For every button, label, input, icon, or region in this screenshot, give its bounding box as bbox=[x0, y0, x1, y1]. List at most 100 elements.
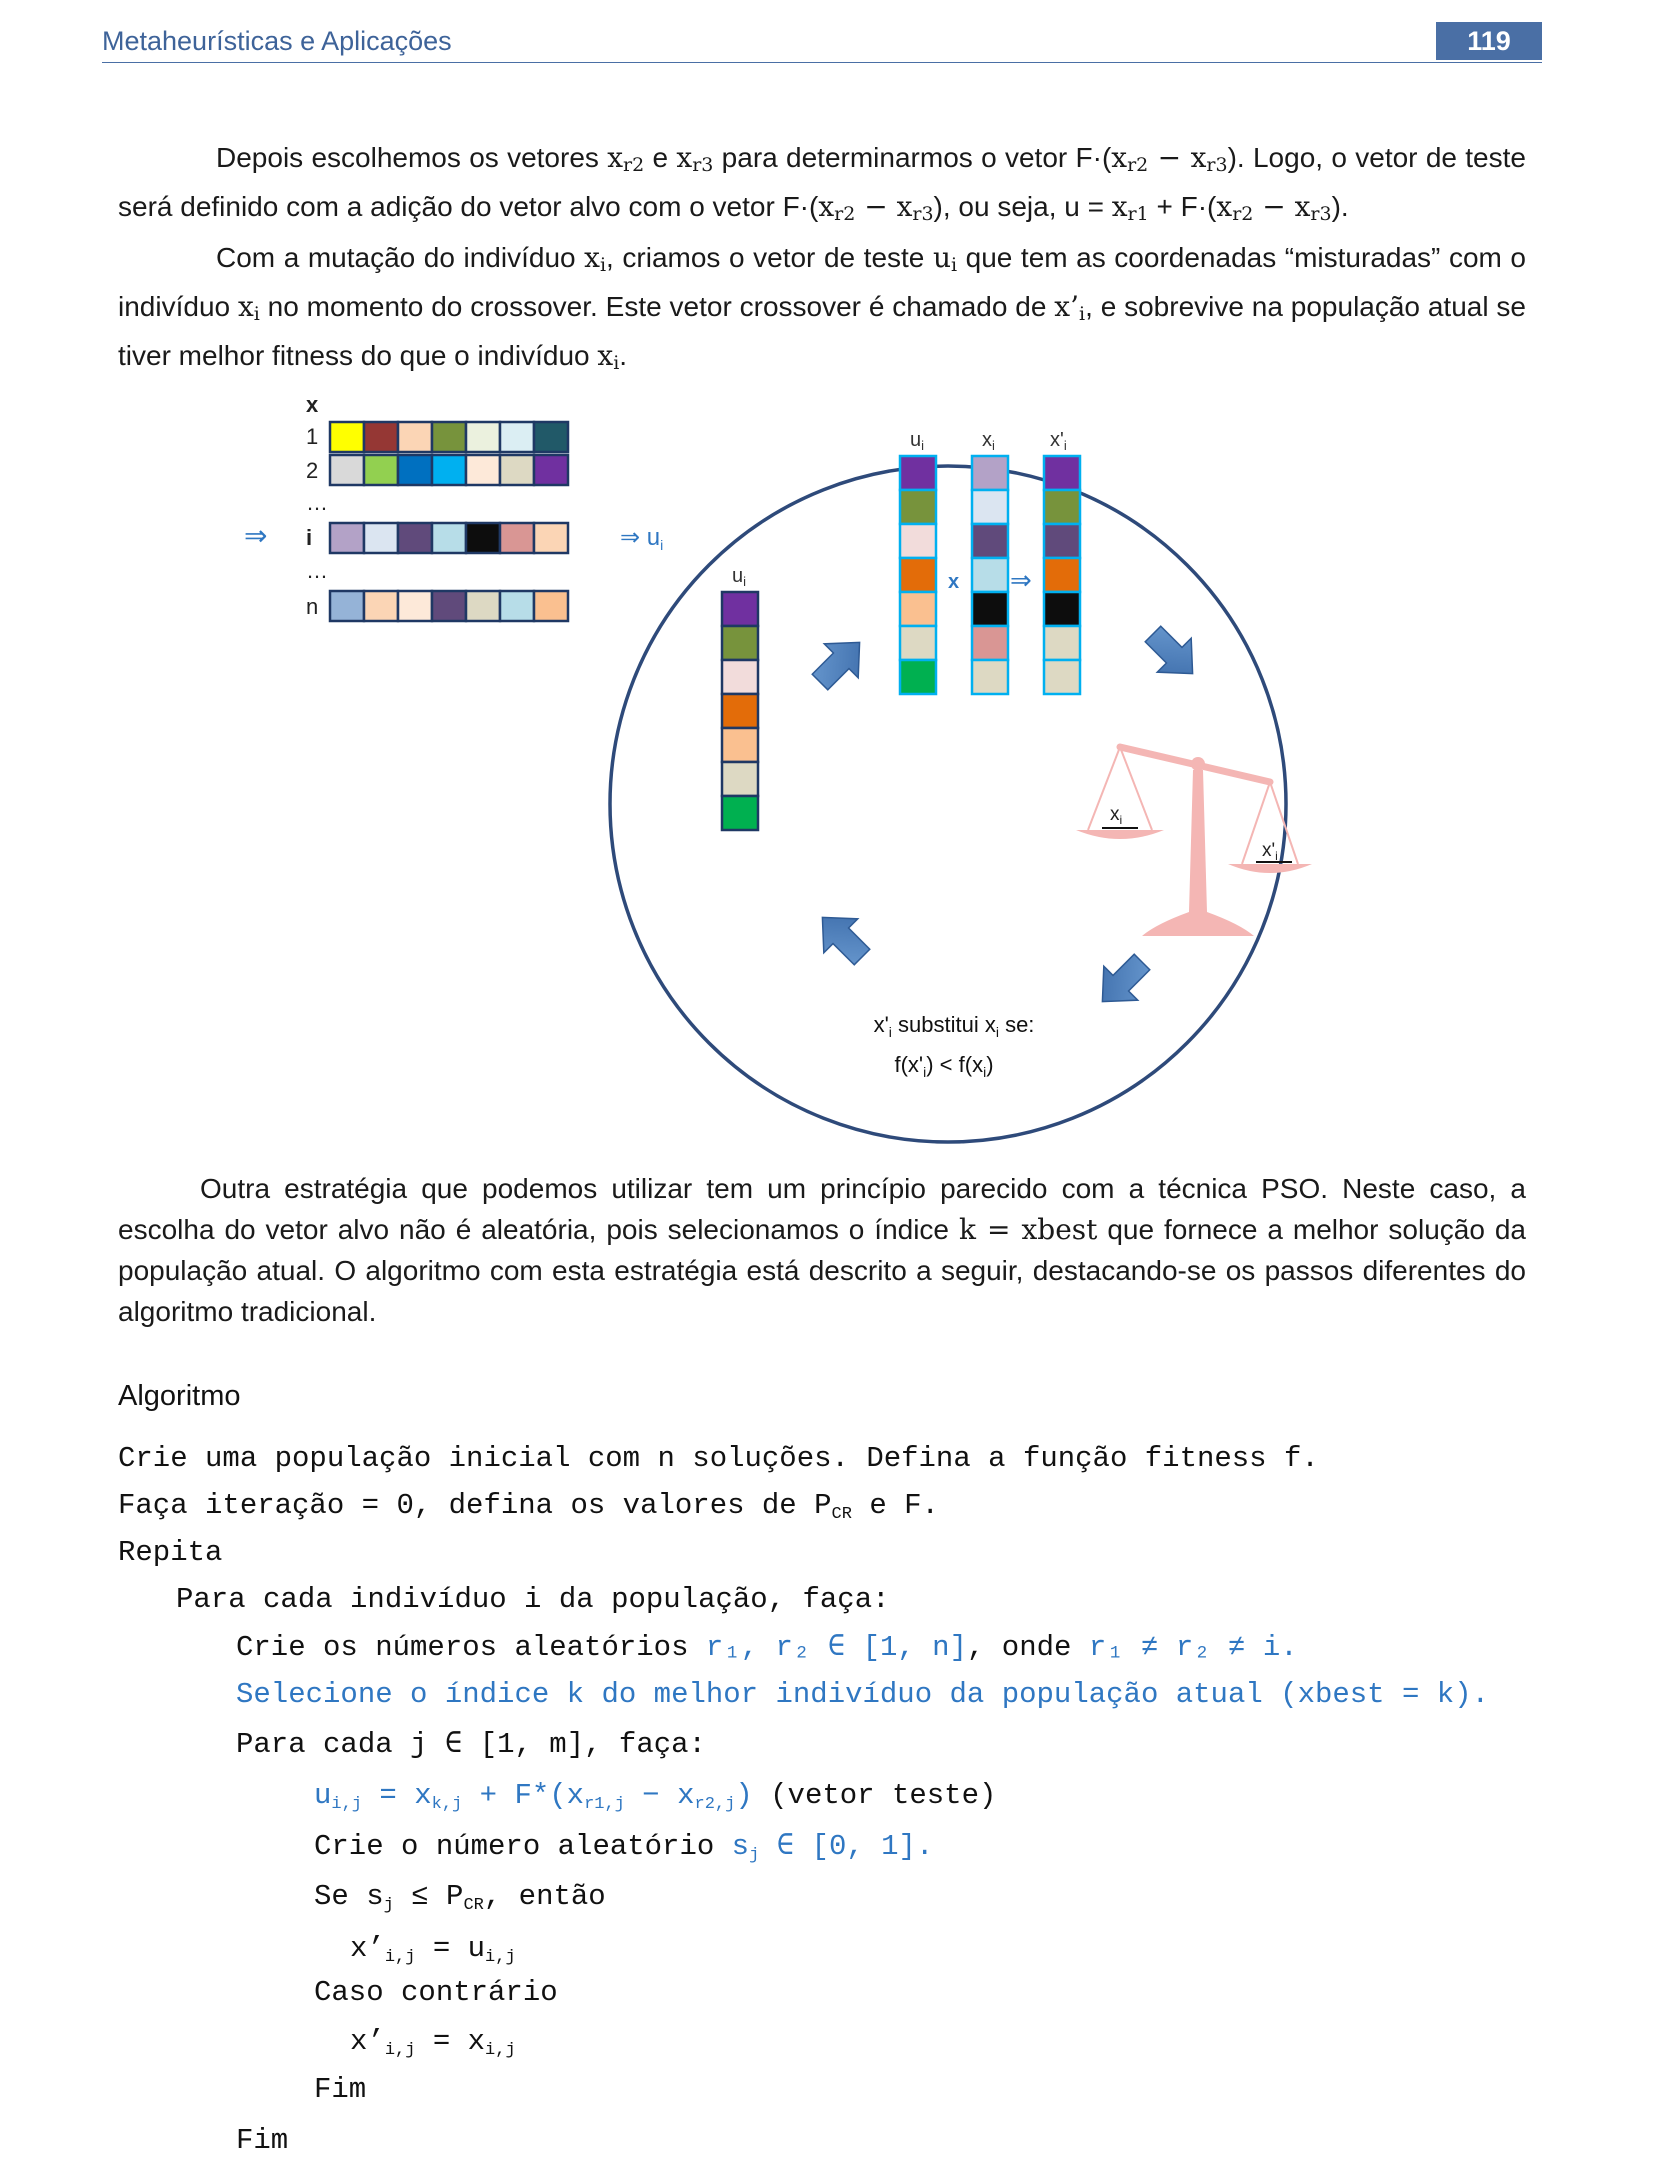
row-n-label: n bbox=[306, 594, 318, 619]
vector-cell bbox=[362, 453, 400, 487]
paragraph-2: Com a mutação do indivíduo xi, criamos o… bbox=[118, 241, 1526, 374]
vector-cell bbox=[970, 556, 1010, 594]
vector-cell bbox=[532, 420, 570, 454]
vector-cell bbox=[532, 453, 570, 487]
vector-cell bbox=[898, 590, 938, 628]
vector-cell bbox=[1042, 454, 1082, 492]
vector-cell bbox=[430, 420, 468, 454]
target-arrow-icon: ⇒ bbox=[244, 520, 267, 551]
algo-line-11: x’i,j = ui,j bbox=[350, 1932, 516, 1967]
arrow-up-right-icon bbox=[811, 641, 861, 691]
vector-cell bbox=[362, 420, 400, 454]
paragraph-1: Depois escolhemos os vetores xr2 e xr3 p… bbox=[118, 141, 1526, 225]
scale-left-label: xi bbox=[1110, 804, 1122, 827]
population-cycle-circle bbox=[608, 464, 1288, 1144]
vector-cell bbox=[720, 590, 760, 628]
arrow-down-right-icon bbox=[1144, 625, 1194, 675]
vector-cell bbox=[898, 454, 938, 492]
algo-line-15: Fim bbox=[236, 2124, 289, 2157]
vector-cell bbox=[898, 488, 938, 526]
vector-cell bbox=[720, 726, 760, 764]
dots-1-label: … bbox=[306, 490, 328, 515]
algo-line-6: Selecione o índice k do melhor indivíduo… bbox=[236, 1678, 1490, 1711]
trial-vector-ui bbox=[898, 454, 938, 696]
trial-vector-left bbox=[720, 590, 760, 832]
vector-cell bbox=[898, 556, 938, 594]
algorithm-heading: Algoritmo bbox=[118, 1380, 241, 1412]
page-number: 119 bbox=[1436, 22, 1542, 60]
vector-cell bbox=[464, 453, 502, 487]
vector-cell bbox=[970, 488, 1010, 526]
vector-cell bbox=[430, 589, 468, 623]
vector-cell bbox=[898, 624, 938, 662]
vector-cell bbox=[328, 420, 366, 454]
vector-cell bbox=[1042, 488, 1082, 526]
vector-cell bbox=[328, 453, 366, 487]
vector-cell bbox=[464, 521, 502, 555]
vector-cell bbox=[720, 794, 760, 832]
algo-line-2: Faça iteração = 0, defina os valores de … bbox=[118, 1489, 939, 1524]
algo-line-3: Repita bbox=[118, 1536, 223, 1569]
vector-cell bbox=[396, 420, 434, 454]
algo-line-4: Para cada indivíduo i da população, faça… bbox=[176, 1583, 890, 1616]
vector-cell bbox=[464, 589, 502, 623]
vector-cell bbox=[1042, 556, 1082, 594]
ui-left-label: ui bbox=[732, 565, 746, 589]
vector-cell bbox=[362, 589, 400, 623]
vector-cell bbox=[532, 521, 570, 555]
population-row-i bbox=[328, 521, 570, 555]
running-header: Metaheurísticas e Aplicações 119 bbox=[102, 22, 1542, 63]
vector-cell bbox=[430, 521, 468, 555]
vector-cell bbox=[1042, 658, 1082, 696]
replacement-rule-line-2: f(x'i) < f(xi) bbox=[894, 1052, 993, 1080]
algo-line-13: x’i,j = xi,j bbox=[350, 2025, 516, 2060]
mutation-arrow-label: ⇒ ui bbox=[620, 524, 663, 553]
differential-evolution-figure: x 1 2 … i … n ⇒ ⇒ ui ui ui xi x'i x ⇒ bbox=[240, 392, 1320, 1148]
algo-line-12: Caso contrário bbox=[314, 1976, 558, 2009]
vector-cell bbox=[362, 521, 400, 555]
vector-cell bbox=[430, 453, 468, 487]
vector-cell bbox=[720, 658, 760, 696]
vector-cell bbox=[328, 589, 366, 623]
algo-line-7: Para cada j ∈ [1, m], faça: bbox=[236, 1728, 706, 1761]
algo-line-8: ui,j = xk,j + F*(xr1,j − xr2,j) (vetor t… bbox=[314, 1779, 997, 1814]
x-header-label: x bbox=[306, 392, 319, 417]
vector-cell bbox=[970, 522, 1010, 560]
algo-line-10: Se sj ≤ PCR, então bbox=[314, 1880, 606, 1915]
row-1-label: 1 bbox=[306, 424, 318, 449]
vector-cell bbox=[970, 590, 1010, 628]
vector-cell bbox=[498, 453, 536, 487]
row-2-label: 2 bbox=[306, 458, 318, 483]
crossover-arrow-icon: ⇒ bbox=[1010, 565, 1032, 595]
balance-scale-icon: xi x'i bbox=[1076, 743, 1312, 936]
replacement-rule-line-1: x'i substitui xi se: bbox=[874, 1012, 1035, 1040]
algo-line-9: Crie o número aleatório sj ∈ [0, 1]. bbox=[314, 1830, 934, 1865]
vector-cell bbox=[1042, 624, 1082, 662]
vector-cell bbox=[1042, 590, 1082, 628]
vector-cell bbox=[328, 521, 366, 555]
vector-cell bbox=[532, 589, 570, 623]
vector-cell bbox=[970, 658, 1010, 696]
vector-cell bbox=[464, 420, 502, 454]
population-row-n bbox=[328, 589, 570, 623]
figure-svg: x 1 2 … i … n ⇒ ⇒ ui ui ui xi x'i x ⇒ bbox=[244, 392, 1312, 1144]
row-i-label: i bbox=[306, 525, 312, 550]
scale-right-label: x'i bbox=[1262, 840, 1278, 863]
vector-cell bbox=[396, 589, 434, 623]
vector-cell bbox=[898, 658, 938, 696]
crossover-vector-xpi bbox=[1042, 454, 1082, 696]
vector-cell bbox=[898, 522, 938, 560]
vector-cell bbox=[970, 624, 1010, 662]
crossover-operator: x bbox=[948, 571, 959, 593]
population-row-2 bbox=[328, 453, 570, 487]
vector-cell bbox=[396, 521, 434, 555]
arrow-up-left-icon bbox=[821, 916, 871, 966]
col-x-label: xi bbox=[982, 429, 995, 453]
population-row-1 bbox=[328, 420, 570, 454]
vector-cell bbox=[1042, 522, 1082, 560]
vector-cell bbox=[498, 521, 536, 555]
vector-cell bbox=[498, 589, 536, 623]
target-vector-xi bbox=[970, 454, 1010, 696]
dots-2-label: … bbox=[306, 558, 328, 583]
algo-line-14: Fim bbox=[314, 2073, 367, 2106]
